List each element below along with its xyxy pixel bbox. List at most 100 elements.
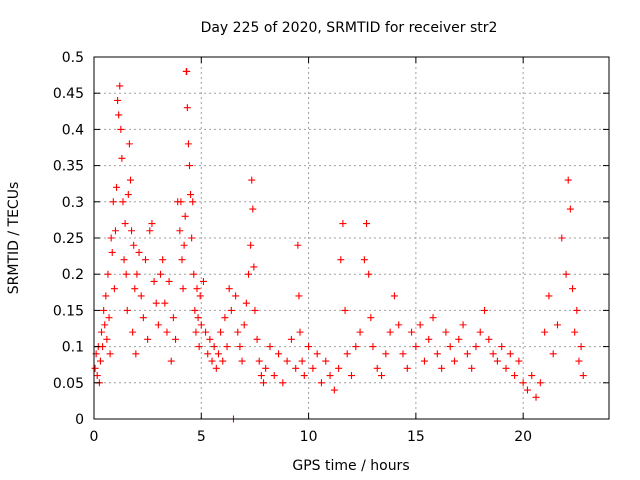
data-point: [279, 379, 287, 387]
data-point: [412, 343, 420, 351]
data-point: [102, 292, 110, 300]
data-point: [420, 357, 428, 365]
data-point: [190, 270, 198, 278]
data-point: [183, 67, 191, 75]
data-point: [104, 270, 112, 278]
data-point: [309, 364, 317, 372]
data-point: [181, 212, 189, 220]
data-point: [485, 335, 493, 343]
data-point: [204, 350, 212, 358]
data-point: [498, 343, 506, 351]
data-point: [240, 321, 248, 329]
data-point: [399, 350, 407, 358]
chart-title: Day 225 of 2020, SRMTID for receiver str…: [201, 20, 498, 36]
data-point: [253, 335, 261, 343]
data-point: [96, 357, 104, 365]
data-point: [250, 263, 258, 271]
data-point: [365, 270, 373, 278]
data-point: [429, 314, 437, 322]
data-point: [119, 198, 127, 206]
data-point: [108, 248, 116, 256]
x-tick-label: 10: [300, 429, 318, 445]
data-point: [322, 357, 330, 365]
data-point: [554, 321, 561, 329]
data-point: [214, 350, 222, 358]
data-series: [91, 67, 587, 423]
y-axis: 0 0.05 0.1 0.15 0.2 0.25 0.3 0.35 0.4 0.45 0.5: [53, 50, 609, 428]
data-point: [275, 350, 283, 358]
data-point: [360, 256, 368, 264]
data-point: [238, 357, 246, 365]
data-point: [573, 306, 581, 314]
data-point: [363, 220, 371, 228]
data-point: [133, 270, 141, 278]
data-point: [532, 393, 540, 401]
data-point: [118, 154, 126, 162]
data-point: [348, 372, 355, 380]
data-point: [369, 343, 377, 351]
y-tick-label: 0.15: [53, 303, 84, 319]
data-point: [232, 292, 240, 300]
data-point: [292, 364, 300, 372]
data-point: [283, 357, 291, 365]
data-point: [373, 364, 381, 372]
data-point: [294, 241, 302, 249]
data-point: [257, 372, 265, 380]
data-point: [305, 343, 313, 351]
data-point: [416, 321, 424, 329]
data-point: [130, 241, 138, 249]
data-point: [165, 277, 173, 285]
data-point: [382, 350, 390, 358]
data-point: [515, 357, 523, 365]
data-point: [472, 343, 480, 351]
data-point: [247, 241, 255, 249]
data-point: [103, 335, 111, 343]
data-point: [111, 227, 119, 235]
data-point: [262, 364, 270, 372]
data-point: [248, 176, 256, 184]
data-point: [192, 328, 200, 336]
data-point: [113, 183, 121, 191]
data-point: [188, 234, 196, 242]
plot-frame: [93, 56, 610, 420]
x-tick-label: 5: [197, 429, 206, 445]
y-tick-label: 0.2: [62, 267, 84, 283]
data-point: [446, 343, 454, 351]
data-point: [157, 270, 165, 278]
data-point: [131, 285, 139, 293]
data-point: [575, 357, 583, 365]
data-point: [148, 220, 156, 228]
data-point: [579, 372, 587, 380]
data-point: [571, 328, 579, 336]
data-point: [566, 205, 574, 213]
data-point: [386, 328, 394, 336]
data-point: [142, 256, 149, 264]
data-point: [300, 372, 308, 380]
y-tick-label: 0.3: [62, 195, 84, 211]
data-point: [117, 125, 125, 133]
data-point: [564, 176, 572, 184]
data-point: [502, 364, 510, 372]
y-tick-label: 0.45: [53, 86, 84, 102]
data-point: [150, 277, 158, 285]
data-point: [298, 357, 306, 365]
data-point: [337, 256, 345, 264]
data-point: [193, 285, 201, 293]
data-point: [378, 372, 386, 380]
data-point: [223, 343, 231, 351]
y-tick-label: 0.05: [53, 376, 84, 392]
data-point: [433, 350, 441, 358]
data-point: [217, 328, 225, 336]
data-point: [128, 227, 136, 235]
data-point: [106, 350, 114, 358]
data-point: [144, 335, 152, 343]
data-point: [519, 379, 527, 387]
data-point: [451, 357, 458, 365]
data-point: [489, 350, 497, 358]
data-point: [545, 292, 553, 300]
data-point: [227, 306, 235, 314]
data-point: [194, 314, 202, 322]
data-point: [122, 270, 130, 278]
data-point: [577, 343, 585, 351]
data-point: [197, 321, 205, 329]
